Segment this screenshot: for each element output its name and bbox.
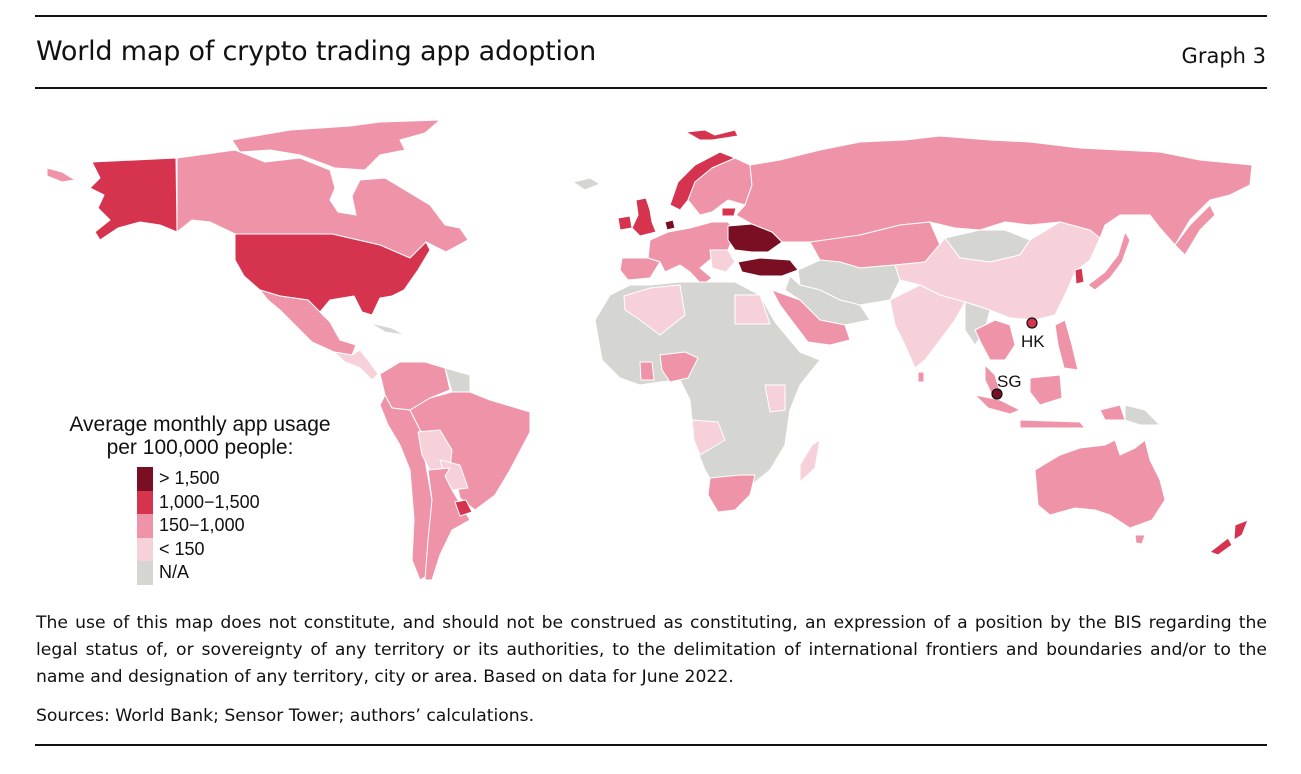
- sg-marker: [991, 388, 1003, 400]
- legend-item: 1,000−1,500: [137, 490, 360, 514]
- legend-label: 150−1,000: [159, 515, 245, 536]
- region-europe: [647, 221, 736, 286]
- legend-title-line1: Average monthly app usage: [69, 413, 331, 436]
- hk-marker: [1026, 317, 1038, 329]
- title-rule: [35, 87, 1267, 89]
- region-mexico: [259, 289, 357, 356]
- page-title: World map of crypto trading app adoption: [36, 36, 597, 67]
- legend-items: > 1,500 1,000−1,500 150−1,000 < 150 N/A: [137, 467, 360, 585]
- region-new-zealand: [1209, 519, 1249, 556]
- region-iberia: [619, 257, 661, 281]
- region-thailand-vietnam: [974, 319, 1016, 361]
- sg-dot-icon: [991, 388, 1003, 400]
- hk-label: HK: [1021, 332, 1045, 351]
- region-peru-chile: [379, 394, 433, 581]
- region-india: [889, 284, 966, 369]
- region-ghana: [639, 361, 655, 381]
- region-balkans: [709, 249, 736, 273]
- region-south-korea: [1074, 267, 1085, 285]
- region-tasmania: [1134, 534, 1146, 545]
- region-lithuania: [721, 207, 737, 217]
- legend-item: < 150: [137, 537, 360, 561]
- sources-note: Sources: World Bank; Sensor Tower; autho…: [36, 706, 535, 726]
- legend-swatch: [137, 537, 153, 561]
- region-uruguay: [454, 499, 473, 517]
- legend-swatch: [137, 490, 153, 514]
- region-netherlands: [664, 219, 676, 231]
- region-russia: [735, 135, 1253, 246]
- map-legend: Average monthly app usage per 100,000 pe…: [40, 413, 360, 585]
- region-russia-far-east: [1174, 204, 1216, 256]
- region-south-africa: [707, 474, 756, 513]
- region-africa-na: [594, 281, 821, 493]
- legend-label: N/A: [159, 562, 190, 583]
- region-middle-east-na: [784, 275, 871, 326]
- region-ireland: [617, 215, 633, 231]
- legend-item: N/A: [137, 561, 360, 585]
- region-turkey: [737, 257, 799, 277]
- region-angola: [691, 419, 726, 456]
- top-rule: [35, 15, 1267, 17]
- region-png: [1124, 404, 1161, 426]
- region-argentina: [424, 467, 471, 581]
- region-saudi: [771, 289, 851, 346]
- region-aleutians: [46, 167, 76, 183]
- legend-item: > 1,500: [137, 467, 360, 491]
- region-alaska: [89, 157, 178, 241]
- world-map: [46, 119, 1253, 581]
- region-philippines: [1054, 319, 1079, 371]
- region-kenya: [764, 384, 786, 413]
- region-central-america: [333, 349, 379, 381]
- legend-swatch: [137, 561, 153, 585]
- bottom-rule: [35, 744, 1267, 746]
- region-japan: [1087, 231, 1131, 291]
- region-algeria: [623, 284, 686, 336]
- sg-label: SG: [997, 372, 1022, 391]
- legend-label: > 1,500: [159, 468, 220, 489]
- legend-item: 150−1,000: [137, 514, 360, 538]
- region-canada-islands: [231, 119, 441, 171]
- region-egypt: [734, 294, 771, 325]
- region-svalbard: [685, 129, 739, 141]
- region-nigeria: [659, 351, 699, 383]
- region-indonesia: [974, 374, 1126, 429]
- region-iceland: [572, 177, 601, 191]
- region-uk: [631, 197, 657, 237]
- disclaimer-note: The use of this map does not constitute,…: [36, 613, 1267, 687]
- legend-label: < 150: [159, 538, 205, 559]
- legend-swatch: [137, 514, 153, 538]
- region-madagascar: [799, 439, 821, 483]
- region-cuba: [369, 322, 406, 336]
- legend-swatch: [137, 467, 153, 491]
- legend-title: Average monthly app usage per 100,000 pe…: [40, 413, 360, 459]
- hk-dot-icon: [1026, 317, 1038, 329]
- legend-label: 1,000−1,500: [159, 491, 260, 512]
- region-sri-lanka: [917, 371, 925, 383]
- graph-number: Graph 3: [1181, 44, 1266, 68]
- legend-title-line2: per 100,000 people:: [106, 436, 294, 459]
- region-australia: [1034, 439, 1166, 529]
